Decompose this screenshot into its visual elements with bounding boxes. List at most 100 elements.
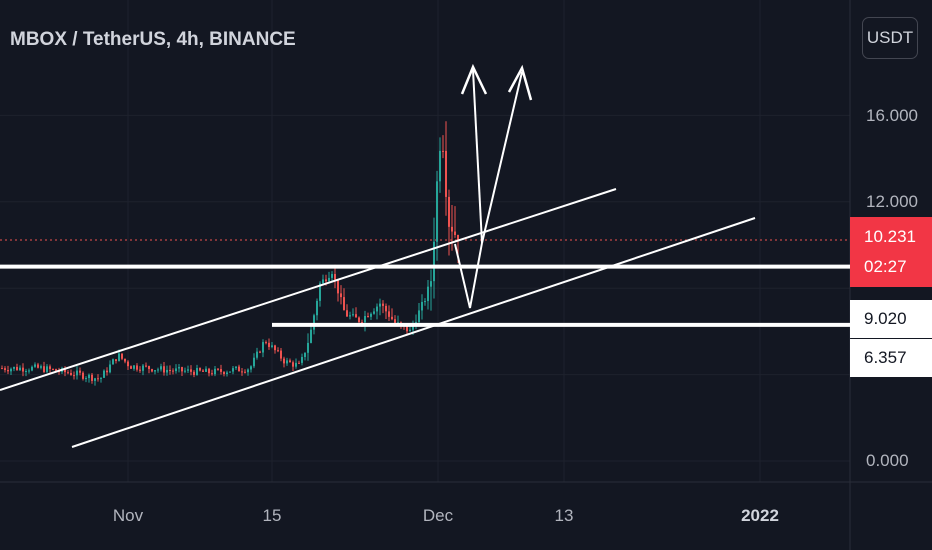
channel-lower-line — [71, 217, 756, 448]
channel-upper-line — [0, 188, 617, 391]
candle-body — [244, 371, 246, 373]
arrowhead — [507, 64, 533, 101]
candle-body — [340, 293, 342, 298]
candle-body — [376, 306, 378, 312]
candle-body — [214, 368, 216, 375]
candle-body — [157, 369, 159, 371]
candle-body — [361, 322, 363, 324]
x-tick-label: 13 — [554, 506, 574, 525]
candle-body — [154, 370, 156, 372]
candle-body — [1, 368, 3, 370]
candle-body — [106, 370, 108, 373]
candle-body — [373, 311, 375, 314]
candle-body — [334, 274, 336, 280]
candle-body — [28, 370, 30, 372]
candle-body — [34, 364, 36, 367]
candle-body — [328, 277, 330, 282]
candle-body — [307, 342, 309, 353]
candle-body — [349, 315, 351, 317]
candle-body — [421, 301, 423, 311]
symbol-title[interactable]: MBOX / TetherUS, 4h, BINANCE — [10, 29, 296, 50]
candle-body — [370, 313, 372, 317]
candle-body — [412, 324, 414, 330]
candle-body — [217, 368, 219, 370]
candle-body — [49, 366, 51, 369]
candle-body — [397, 322, 399, 324]
candle-body — [367, 316, 369, 318]
candle-body — [343, 297, 345, 311]
candle-body — [232, 368, 234, 372]
candle-body — [139, 369, 141, 371]
candle-body — [70, 373, 72, 376]
candle-body — [379, 303, 381, 307]
drawings[interactable] — [0, 63, 850, 448]
candle-body — [436, 181, 438, 242]
candle-body — [19, 367, 21, 371]
candle-body — [55, 369, 57, 372]
candle-body — [112, 359, 114, 365]
candle-body — [283, 358, 285, 364]
candle-body — [187, 369, 189, 371]
candle-body — [430, 281, 432, 287]
candle-body — [145, 365, 147, 367]
candle-body — [457, 234, 459, 241]
candle-body — [250, 366, 252, 370]
candle-body — [211, 373, 213, 375]
candle-body — [391, 316, 393, 320]
candle-body — [394, 319, 396, 323]
candle-body — [94, 378, 96, 381]
candle-body — [196, 368, 198, 375]
candle-body — [253, 357, 255, 367]
candle-body — [88, 374, 90, 379]
candle-body — [181, 367, 183, 372]
candle-body — [424, 301, 426, 303]
candle-body — [301, 356, 303, 363]
candle-body — [319, 283, 321, 301]
current-price: 10.231 — [864, 227, 916, 246]
candle-body — [4, 368, 6, 371]
candle-body — [127, 361, 129, 367]
candle-body — [289, 360, 291, 363]
candle-body — [178, 367, 180, 369]
candle-body — [124, 358, 126, 362]
candle-body — [163, 366, 165, 373]
candle-body — [46, 366, 48, 372]
candle-body — [52, 368, 54, 370]
candle-body — [115, 359, 117, 361]
candle-body — [37, 364, 39, 368]
candle-body — [190, 369, 192, 372]
candle-body — [322, 279, 324, 284]
candle-body — [31, 366, 33, 371]
current-price-tag: 10.231 02:27 — [850, 217, 932, 287]
x-tick-label: 15 — [262, 506, 282, 525]
candle-body — [262, 342, 264, 353]
currency-button[interactable]: USDT — [862, 17, 918, 59]
candle-body — [298, 362, 300, 364]
price-label: 9.020 — [850, 300, 932, 338]
candle-body — [259, 351, 261, 353]
candle-body — [358, 317, 360, 323]
candle-body — [346, 310, 348, 317]
candle-body — [304, 352, 306, 357]
candle-body — [79, 370, 81, 373]
candle-body — [331, 274, 333, 278]
candle-body — [235, 366, 237, 369]
candle-body — [226, 372, 228, 375]
candle-body — [313, 315, 315, 330]
candle-body — [172, 370, 174, 372]
candle-body — [97, 378, 99, 380]
candle-body — [76, 370, 78, 376]
candle-body — [118, 353, 120, 361]
candle-body — [175, 368, 177, 372]
y-tick-label: 0.000 — [866, 451, 909, 470]
candle-body — [409, 329, 411, 332]
candle-body — [355, 314, 357, 318]
candle-body — [205, 368, 207, 372]
candle-body — [418, 310, 420, 323]
candle-body — [142, 365, 144, 371]
candle-body — [286, 360, 288, 364]
candle-body — [427, 286, 429, 302]
